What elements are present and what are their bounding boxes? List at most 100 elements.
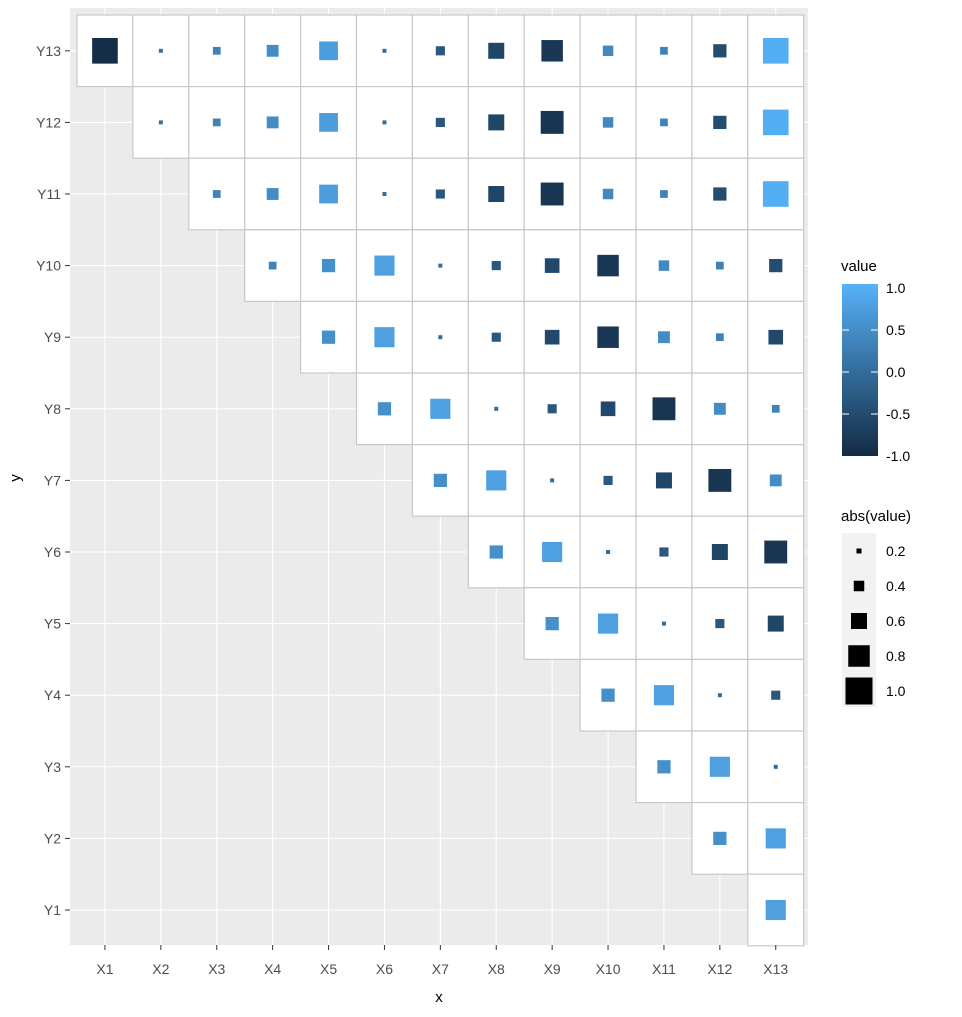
square-X8-Y13 (488, 42, 505, 59)
y-tick-label: Y8 (44, 401, 61, 417)
tile-X10-Y9 (579, 300, 637, 374)
square-X11-Y11 (660, 190, 668, 198)
x-tick-label: X1 (96, 961, 113, 977)
square-X13-Y12 (762, 109, 789, 136)
size-legend-label: 0.4 (886, 578, 906, 594)
square-X11-Y6 (659, 547, 669, 557)
square-X5-Y9 (321, 330, 336, 344)
square-X7-Y8 (430, 398, 451, 419)
square-X13-Y8 (771, 404, 780, 413)
square-X11-Y5 (661, 621, 666, 626)
square-X10-Y9 (597, 326, 619, 348)
y-tick-label: Y2 (44, 830, 61, 846)
square-X10-Y6 (606, 550, 611, 554)
square-X13-Y11 (762, 181, 789, 207)
square-X6-Y11 (382, 192, 387, 196)
square-X12-Y6 (711, 544, 728, 560)
y-tick-label: Y4 (44, 687, 61, 703)
color-legend: value 1.0 0.5 0.0 -0.5 -1.0 (841, 258, 910, 464)
square-X12-Y5 (715, 619, 725, 629)
tile-X12-Y3 (691, 730, 749, 804)
size-legend-key (853, 580, 865, 592)
size-legend-label: 0.8 (886, 648, 906, 664)
x-tick-label: X6 (376, 961, 393, 977)
tile-X12-Y10 (691, 229, 749, 303)
square-X9-Y12 (540, 110, 564, 134)
square-X7-Y10 (438, 263, 443, 268)
square-X10-Y12 (602, 117, 614, 128)
x-tick-label: X2 (152, 961, 169, 977)
square-X10-Y4 (601, 688, 615, 702)
tile-X5-Y12 (300, 85, 358, 159)
square-X4-Y10 (268, 261, 277, 270)
tile-X13-Y10 (747, 229, 805, 303)
square-X6-Y10 (374, 255, 395, 276)
square-X8-Y6 (489, 545, 503, 559)
x-tick-label: X7 (432, 961, 449, 977)
x-tick-label: X11 (652, 961, 676, 977)
square-X3-Y11 (212, 190, 221, 198)
square-X11-Y4 (653, 685, 675, 706)
square-X6-Y13 (382, 48, 387, 53)
x-tick-label: X5 (320, 961, 337, 977)
y-tick-label: Y10 (36, 258, 61, 274)
square-X11-Y7 (655, 472, 672, 489)
color-legend-label: 0.0 (886, 364, 906, 380)
square-X6-Y9 (374, 327, 395, 348)
square-X8-Y12 (488, 114, 505, 131)
square-X4-Y12 (266, 116, 279, 129)
square-X10-Y7 (603, 475, 613, 485)
square-X10-Y13 (602, 45, 614, 57)
square-X9-Y9 (544, 329, 560, 345)
color-bar (842, 284, 878, 456)
square-X13-Y9 (768, 329, 784, 345)
size-legend-key (856, 548, 862, 554)
x-tick-label: X10 (596, 961, 621, 977)
color-legend-label: 0.5 (886, 322, 906, 338)
square-X11-Y12 (660, 118, 668, 127)
square-X9-Y10 (544, 258, 560, 273)
tile-X12-Y4 (691, 658, 749, 732)
square-X8-Y8 (494, 406, 499, 411)
square-X11-Y13 (660, 46, 668, 55)
x-tick-label: X8 (488, 961, 505, 977)
x-tick-label: X13 (763, 961, 788, 977)
size-legend-key (851, 613, 867, 629)
square-X2-Y13 (158, 48, 163, 53)
y-tick-label: Y1 (44, 902, 61, 918)
square-X4-Y13 (266, 44, 279, 57)
size-legend-key (845, 677, 873, 705)
square-X12-Y3 (709, 756, 730, 777)
color-legend-label: 1.0 (886, 280, 906, 296)
square-X12-Y2 (713, 831, 727, 846)
square-X12-Y11 (713, 187, 727, 201)
square-X6-Y8 (377, 402, 392, 416)
square-X5-Y11 (319, 184, 338, 204)
square-X13-Y10 (769, 258, 783, 273)
square-X10-Y10 (597, 254, 619, 277)
x-tick-label: X9 (544, 961, 561, 977)
y-tick-label: Y5 (44, 616, 61, 632)
square-X12-Y10 (715, 261, 724, 270)
square-X5-Y10 (321, 258, 336, 273)
square-X13-Y2 (765, 828, 786, 849)
square-X11-Y3 (657, 760, 671, 774)
square-X11-Y8 (652, 397, 676, 421)
size-legend: abs(value) 0.2 0.4 0.6 0.8 1.0 (841, 508, 911, 707)
square-X8-Y11 (488, 186, 505, 202)
y-tick-label: Y11 (37, 186, 61, 202)
square-X3-Y12 (212, 118, 221, 127)
square-X3-Y13 (212, 46, 221, 55)
square-X4-Y11 (266, 188, 279, 200)
square-X11-Y10 (658, 260, 670, 271)
size-legend-key (848, 645, 870, 667)
square-X12-Y13 (713, 44, 727, 58)
size-legend-label: 0.6 (886, 613, 906, 629)
y-tick-label: Y6 (44, 544, 61, 560)
color-legend-label: -0.5 (886, 406, 910, 422)
square-X11-Y9 (658, 331, 670, 344)
color-legend-label: -1.0 (886, 448, 910, 464)
square-X12-Y8 (713, 402, 726, 415)
y-tick-label: Y7 (44, 472, 61, 488)
